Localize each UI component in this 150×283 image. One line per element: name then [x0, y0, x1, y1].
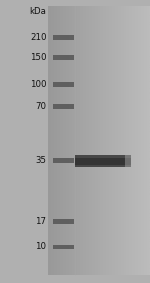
Bar — [53, 35, 74, 40]
Bar — [124, 155, 130, 167]
Bar — [53, 104, 74, 109]
Bar — [75, 155, 130, 167]
Text: kDa: kDa — [30, 7, 46, 16]
Bar — [53, 82, 74, 87]
Text: 100: 100 — [30, 80, 46, 89]
Bar — [53, 219, 74, 224]
Bar — [75, 158, 130, 165]
Text: 17: 17 — [36, 217, 46, 226]
Bar — [53, 245, 74, 249]
Bar — [53, 55, 74, 60]
Bar — [53, 158, 74, 163]
Text: 210: 210 — [30, 33, 46, 42]
Text: 35: 35 — [36, 156, 46, 165]
Text: 10: 10 — [36, 242, 46, 251]
Text: 150: 150 — [30, 53, 46, 62]
Text: 70: 70 — [36, 102, 46, 111]
